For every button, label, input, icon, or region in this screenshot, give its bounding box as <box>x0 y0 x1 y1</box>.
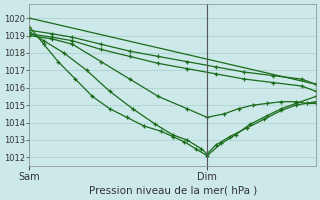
X-axis label: Pression niveau de la mer( hPa ): Pression niveau de la mer( hPa ) <box>89 186 257 196</box>
